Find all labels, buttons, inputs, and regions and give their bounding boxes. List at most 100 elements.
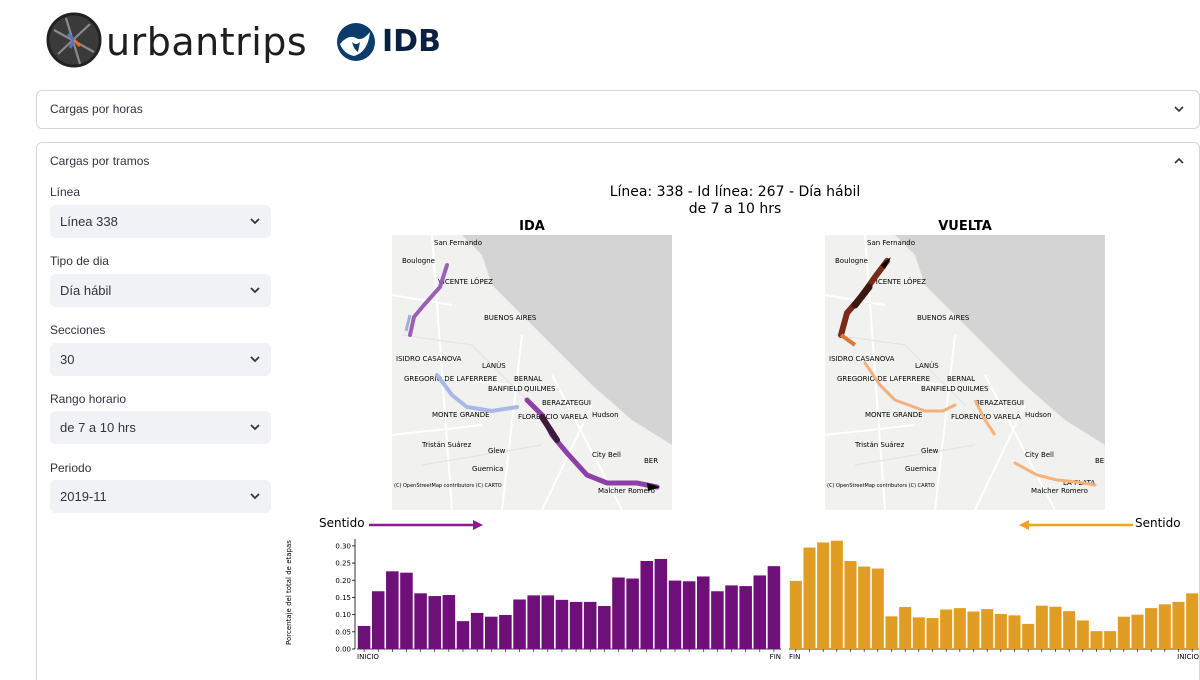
map-label: BER	[644, 457, 658, 465]
linea-label: Línea	[50, 185, 81, 199]
chevron-down-icon	[250, 287, 260, 294]
select-value: Día hábil	[60, 283, 112, 298]
map-label: Boulogne	[835, 257, 868, 265]
bar-ida	[583, 601, 597, 649]
bar-vuelta	[1090, 631, 1103, 649]
map-label: LANÚS	[915, 361, 939, 370]
y-tick-label: 0.20	[335, 577, 351, 585]
arrow-left-icon	[1019, 520, 1133, 530]
chevron-up-icon[interactable]	[1173, 155, 1185, 167]
tipo-dia-select[interactable]: Día hábil	[50, 274, 271, 307]
secciones-select[interactable]: 30	[50, 343, 271, 376]
map-label: BANFIELD	[488, 385, 523, 393]
select-value: de 7 a 10 hrs	[60, 420, 136, 435]
map-label: Hudson	[1025, 411, 1052, 419]
bar-vuelta	[885, 616, 898, 649]
bar-ida	[357, 625, 371, 649]
map-label: QUILMES	[524, 385, 556, 393]
map-label: VICENTE LÓPEZ	[438, 277, 493, 286]
expander-cargas-por-horas[interactable]: Cargas por horas	[36, 90, 1200, 129]
x-start-label: INICIO	[357, 653, 379, 661]
bar-ida	[527, 595, 540, 649]
map-label: City Bell	[592, 451, 621, 459]
bar-vuelta	[1117, 616, 1130, 649]
map-label: MONTE GRANDE	[432, 411, 490, 419]
urbantrips-logo-icon	[46, 12, 102, 68]
bar-vuelta	[899, 607, 912, 649]
select-value: 2019-11	[60, 489, 107, 504]
expander-cargas-por-tramos[interactable]: Cargas por tramos Línea Línea 338 Tipo d…	[36, 142, 1200, 680]
bar-ida	[711, 591, 724, 649]
linea-select[interactable]: Línea 338	[50, 205, 271, 238]
periodo-select[interactable]: 2019-11	[50, 480, 271, 513]
expander-title: Cargas por tramos	[50, 154, 150, 168]
bar-ida	[767, 566, 781, 649]
bar-ida	[513, 599, 526, 649]
bar-ida	[569, 601, 583, 649]
map-attribution: (C) OpenStreetMap contributors (C) CARTO	[394, 483, 502, 489]
map-label: VICENTE LÓPEZ	[871, 277, 926, 286]
sentido-ida-label: Sentido	[319, 516, 365, 530]
select-value: 30	[60, 352, 75, 367]
bar-ida	[640, 561, 653, 649]
bar-vuelta	[994, 613, 1007, 649]
map-label: Malcher Romero	[598, 487, 655, 495]
map-ida: San Fernando Boulogne VICENTE LÓPEZ BUEN…	[392, 235, 672, 510]
map-label: ISIDRO CASANOVA	[829, 355, 895, 363]
chevron-down-icon	[250, 424, 260, 431]
map-ida-title: IDA	[519, 219, 545, 234]
y-axis-label: Porcentaje del total de etapas	[285, 540, 293, 645]
figure-title-line1: Línea: 338 - Id línea: 267 - Día hábil	[609, 184, 861, 200]
bar-ida	[428, 596, 441, 649]
bar-ida	[612, 577, 625, 649]
bar-vuelta	[926, 618, 939, 649]
bar-vuelta	[1049, 606, 1062, 649]
x-end-label: FIN	[770, 653, 781, 661]
map-label: BER	[1095, 457, 1105, 465]
bar-ida	[414, 593, 427, 649]
cargas-figure: Línea: 338 - Id línea: 267 - Día hábil d…	[285, 173, 1199, 680]
arrow-right-icon	[369, 520, 483, 530]
bar-ida	[697, 576, 710, 649]
y-tick-label: 0.00	[335, 646, 351, 654]
map-label: San Fernando	[434, 239, 482, 247]
map-label: Guernica	[905, 465, 936, 473]
periodo-label: Periodo	[50, 461, 92, 475]
map-label: Malcher Romero	[1031, 487, 1088, 495]
bar-ida	[470, 612, 484, 649]
bar-vuelta	[1076, 620, 1089, 649]
bar-vuelta	[1008, 615, 1021, 649]
bar-ida	[386, 571, 399, 649]
map-vuelta-title: VUELTA	[938, 219, 992, 234]
map-label: BERNAL	[947, 375, 975, 383]
map-label: BERAZATEGUI	[975, 399, 1024, 407]
map-label: BANFIELD	[921, 385, 956, 393]
x-start-label: FIN	[789, 653, 800, 661]
bar-vuelta	[953, 608, 966, 649]
bar-vuelta	[1145, 608, 1158, 649]
brand-name: urbantrips	[106, 20, 308, 64]
map-label: ISIDRO CASANOVA	[396, 355, 462, 363]
figure-title-line2: de 7 a 10 hrs	[688, 201, 782, 217]
bar-vuelta	[1131, 614, 1144, 649]
bar-vuelta	[967, 611, 980, 649]
map-label: BERAZATEGUI	[542, 399, 591, 407]
map-label: San Fernando	[867, 239, 915, 247]
bar-ida	[499, 614, 512, 649]
select-value: Línea 338	[60, 214, 118, 229]
bar-ida	[541, 595, 555, 649]
chevron-down-icon	[250, 356, 260, 363]
bar-vuelta	[1172, 601, 1185, 649]
map-label: FLORENCIO VARELA	[951, 413, 1021, 421]
bar-vuelta	[940, 609, 953, 649]
map-label: FLORENCIO VARELA	[518, 413, 588, 421]
bar-vuelta	[981, 609, 994, 649]
secciones-label: Secciones	[50, 323, 106, 337]
rango-horario-select[interactable]: de 7 a 10 hrs	[50, 411, 271, 444]
bar-vuelta	[1063, 611, 1076, 649]
bar-ida	[682, 581, 696, 649]
bar-ida	[400, 572, 413, 649]
chevron-down-icon[interactable]	[1173, 103, 1185, 115]
bar-vuelta	[789, 580, 802, 649]
expander-title: Cargas por horas	[50, 102, 143, 116]
